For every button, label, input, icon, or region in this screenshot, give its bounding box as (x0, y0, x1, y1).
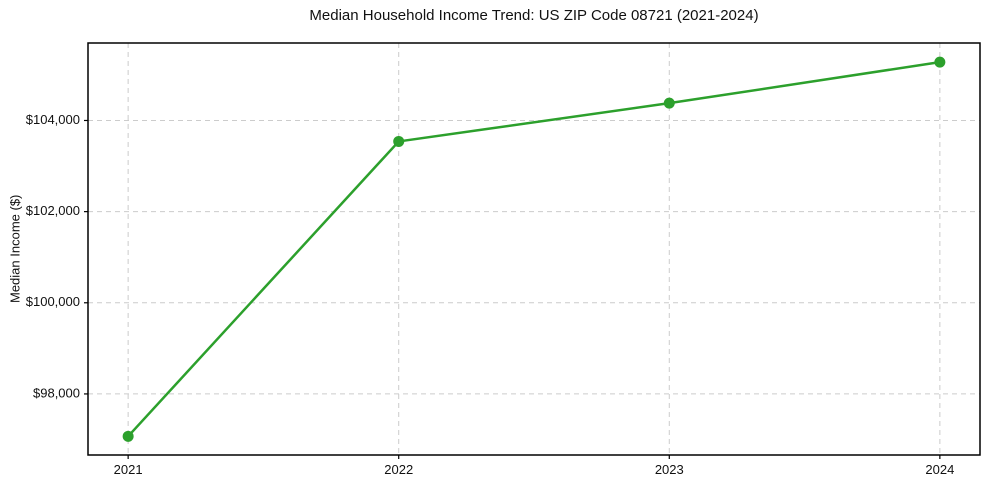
plot-background (88, 43, 980, 455)
income-trend-line (126, 60, 942, 438)
y-tick-label: $98,000 (33, 385, 80, 400)
data-point-marker (122, 430, 134, 442)
data-point-marker (663, 97, 675, 109)
x-tick-label: 2022 (384, 462, 413, 477)
x-tick-label: 2024 (925, 462, 954, 477)
x-tick-label: 2021 (114, 462, 143, 477)
data-point-marker (934, 56, 946, 68)
y-tick-label: $102,000 (26, 203, 80, 218)
y-tick-label: $100,000 (26, 294, 80, 309)
x-tick-label: 2023 (655, 462, 684, 477)
chart-title: Median Household Income Trend: US ZIP Co… (309, 7, 759, 24)
plot-border (87, 42, 981, 456)
y-axis-label: Median Income ($) (7, 194, 23, 304)
y-tick-label: $104,000 (26, 112, 80, 127)
data-point-marker (393, 135, 405, 147)
